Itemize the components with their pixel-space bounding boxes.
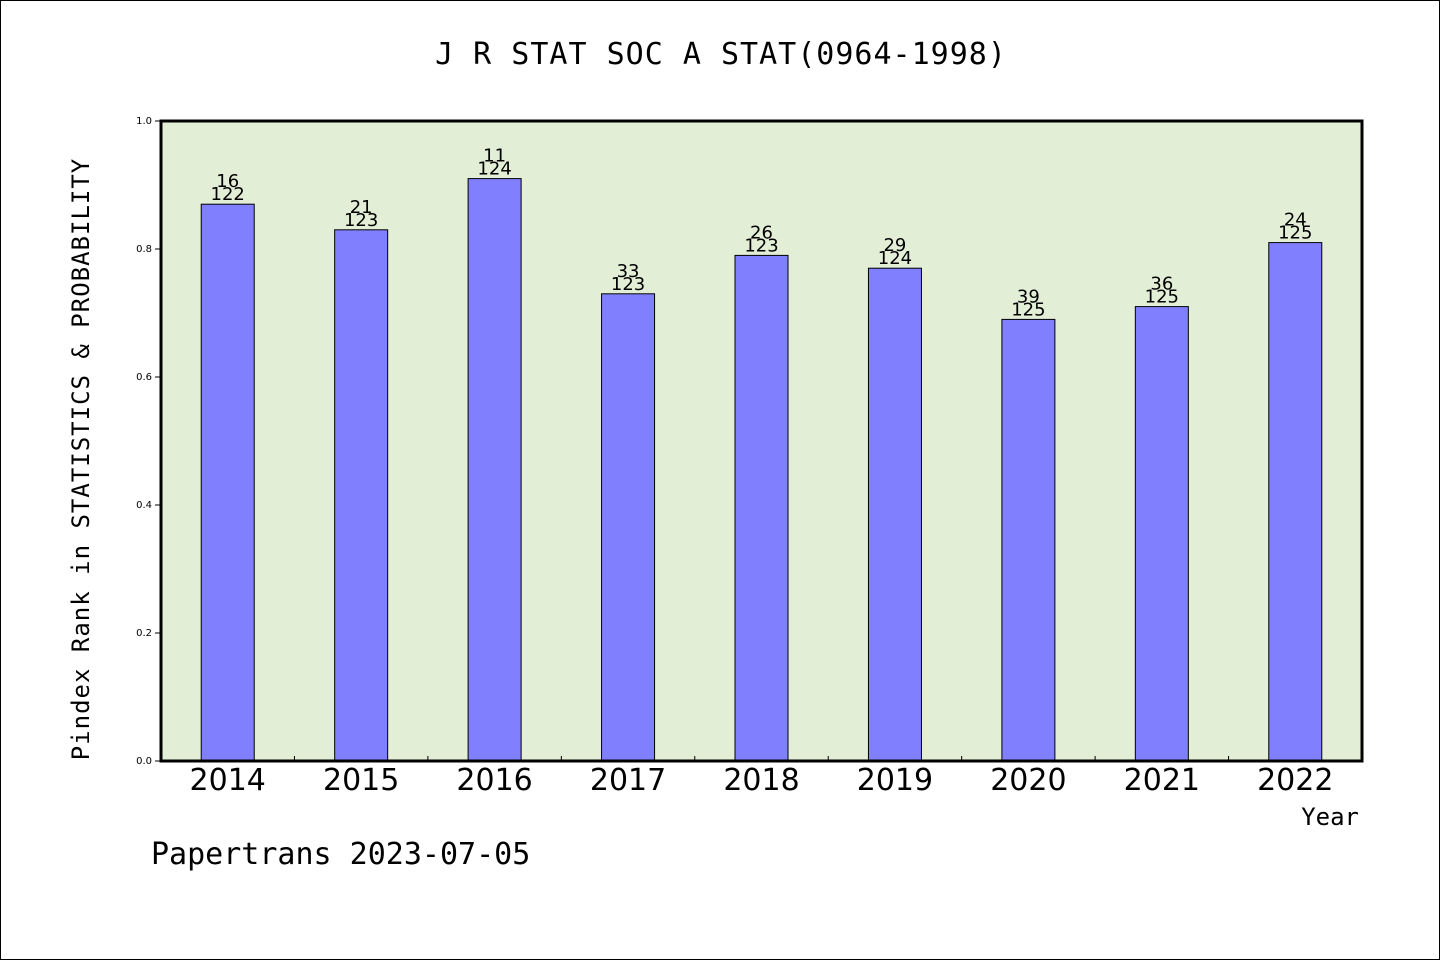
- x-tick-label: 2016: [456, 763, 532, 798]
- bar-rank-label: 21: [350, 197, 373, 218]
- bar-total-label: 125: [1145, 287, 1179, 308]
- x-tick-label: 2019: [857, 763, 933, 798]
- bar-2020: [1001, 318, 1056, 762]
- bar-2017: [601, 293, 656, 762]
- bar-rank-label: 33: [617, 261, 640, 282]
- bar-rank-label: 39: [1017, 286, 1040, 307]
- bar-rank-label: 11: [483, 146, 506, 167]
- bar-total-label: 125: [1278, 223, 1312, 244]
- bar-2019: [867, 267, 922, 762]
- bar-total-label: 123: [611, 274, 645, 295]
- bar-total-label: 124: [878, 248, 912, 269]
- bar-2018: [734, 254, 789, 762]
- bar-total-label: 125: [1011, 299, 1045, 320]
- y-tick-label: 0.6: [136, 372, 152, 383]
- y-tick-label: 0.0: [136, 756, 152, 767]
- bar-rank-label: 24: [1284, 210, 1307, 231]
- footer-credit: Papertrans 2023-07-05: [151, 837, 531, 872]
- x-tick-label: 2017: [590, 763, 666, 798]
- bar-2021: [1134, 306, 1189, 762]
- bar-total-label: 123: [344, 210, 378, 231]
- bar-total-label: 123: [744, 235, 778, 256]
- x-tick-label: 2018: [723, 763, 799, 798]
- x-tick-label: 2014: [190, 763, 266, 798]
- x-tick-label: 2021: [1124, 763, 1200, 798]
- bar-2022: [1268, 242, 1323, 762]
- bar-rank-label: 36: [1150, 274, 1173, 295]
- bar-2014: [200, 203, 255, 762]
- bar-rank-label: 16: [216, 171, 239, 192]
- bar-rank-label: 26: [750, 222, 773, 243]
- chart-title: J R STAT SOC A STAT(0964-1998): [435, 37, 1007, 72]
- y-tick-label: 0.8: [136, 244, 152, 255]
- y-tick-label: 0.4: [136, 500, 152, 511]
- bar-2015: [334, 229, 389, 762]
- plot-border: [159, 119, 1364, 763]
- bar-2016: [467, 178, 522, 762]
- y-tick-label: 0.2: [136, 628, 152, 639]
- x-tick-label: 2020: [990, 763, 1066, 798]
- x-tick-label: 2022: [1257, 763, 1333, 798]
- bar-total-label: 122: [211, 184, 245, 205]
- y-tick-label: 1.0: [136, 116, 152, 127]
- bar-total-label: 124: [477, 159, 511, 180]
- x-axis-label: Year: [1301, 803, 1359, 831]
- x-tick-label: 2015: [323, 763, 399, 798]
- bar-rank-label: 29: [883, 235, 906, 256]
